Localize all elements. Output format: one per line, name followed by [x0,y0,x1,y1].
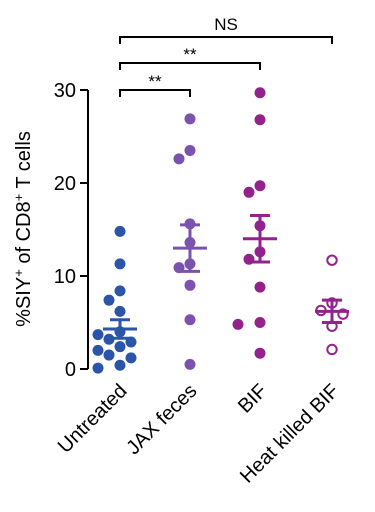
data-point [243,186,255,198]
significance-bracket [119,36,333,44]
significance-label: NS [214,15,238,34]
y-axis-title-sup2: + [11,194,26,202]
data-point [114,225,126,237]
data-point [326,343,338,356]
y-tick-label: 10 [54,266,76,288]
data-point [254,281,266,293]
data-point [114,341,126,353]
data-point [173,153,185,165]
data-point [92,329,104,341]
y-tick-label: 0 [65,359,76,381]
data-point [184,113,196,125]
data-point [254,317,266,328]
data-point [92,362,104,374]
data-point [103,349,115,361]
significance-label: ** [148,72,162,91]
category-label: BIF [234,380,272,418]
y-axis-title-prefix: %SIY [13,277,35,327]
axes: 0 10 20 30 [54,80,89,381]
data-point [114,258,126,270]
mean-sem-bars [103,214,349,340]
data-point [103,294,115,306]
data-point [114,305,126,317]
data-point [254,87,266,99]
data-point [184,279,196,291]
data-point [184,314,196,326]
svg-text:%SIY+ of CD8+ T cells: %SIY+ of CD8+ T cells [11,131,36,327]
y-axis-title: %SIY+ of CD8+ T cells [11,131,36,327]
significance-bracket [119,89,191,97]
data-point [254,180,266,192]
y-axis-title-suffix: T cells [13,131,35,194]
data-point [184,358,196,370]
significance-brackets: ** ** NS [119,15,333,97]
data-point [232,318,244,330]
data-points [92,87,349,374]
category-label: JAX feces [122,380,201,459]
significance-bracket [119,62,261,70]
data-point [254,347,266,359]
data-point [103,333,115,345]
data-point [114,359,126,371]
data-point [92,344,104,356]
data-point [184,144,196,156]
y-axis-title-sup1: + [11,269,26,277]
data-point [114,285,126,297]
significance-label: ** [183,45,197,64]
data-point [254,114,266,126]
category-label: Untreated [54,380,132,458]
y-axis-title-middle: of CD8 [13,201,35,269]
data-point [326,254,338,266]
y-tick-label: 30 [54,80,76,102]
data-point [125,352,137,364]
y-tick-label: 20 [54,173,76,195]
